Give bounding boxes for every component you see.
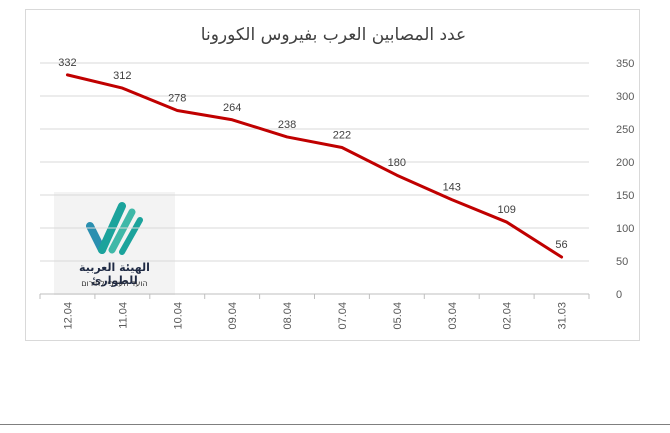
chart-title: عدد المصابين العرب بفيروس الكورونا <box>200 25 467 45</box>
y-tick-label: 0 <box>616 289 622 301</box>
data-label: 180 <box>388 157 406 169</box>
watermark-logo: الهيئة العربية للطوارئ הועד הערבי לחירום <box>54 192 175 295</box>
x-tick-label: 10.04 <box>172 302 184 330</box>
x-tick-label: 05.04 <box>392 302 404 330</box>
watermark-subtitle: הועד הערבי לחירום <box>81 279 148 288</box>
data-label: 278 <box>168 93 186 105</box>
x-tick-label: 11.04 <box>117 302 129 329</box>
x-tick-label: 09.04 <box>227 302 239 330</box>
y-tick-label: 250 <box>616 124 634 136</box>
watermark-name: الهيئة العربية للطوارئ <box>79 261 150 287</box>
y-tick-label: 200 <box>616 157 634 169</box>
y-tick-label: 50 <box>616 256 628 268</box>
line-chart: 0 50 100 150 200 250 300 350 12.04 11.04 10.04 09.0… <box>39 57 634 330</box>
x-tick-label: 02.04 <box>502 302 514 330</box>
data-label: 332 <box>58 57 76 69</box>
y-tick-label: 350 <box>616 58 634 70</box>
y-tick-label: 150 <box>616 190 634 202</box>
data-label: 143 <box>443 182 461 194</box>
page-divider <box>0 424 670 425</box>
x-tick-label: 08.04 <box>282 302 294 330</box>
data-label: 222 <box>333 129 351 141</box>
data-label: 109 <box>497 204 515 216</box>
data-label: 312 <box>113 70 131 82</box>
x-tick-label: 03.04 <box>447 302 459 330</box>
x-tick-label: 07.04 <box>337 302 349 330</box>
x-tick-label: 31.03 <box>557 302 569 330</box>
chart-frame: عدد المصابين العرب بفيروس الكورونا الهيئ… <box>25 9 640 341</box>
data-label: 56 <box>555 239 567 251</box>
y-tick-label: 300 <box>616 91 634 103</box>
x-tick-label: 12.04 <box>62 302 74 330</box>
series-line <box>65 73 564 259</box>
y-tick-label: 100 <box>616 223 634 235</box>
data-label: 238 <box>278 119 296 131</box>
data-label: 264 <box>223 102 241 114</box>
